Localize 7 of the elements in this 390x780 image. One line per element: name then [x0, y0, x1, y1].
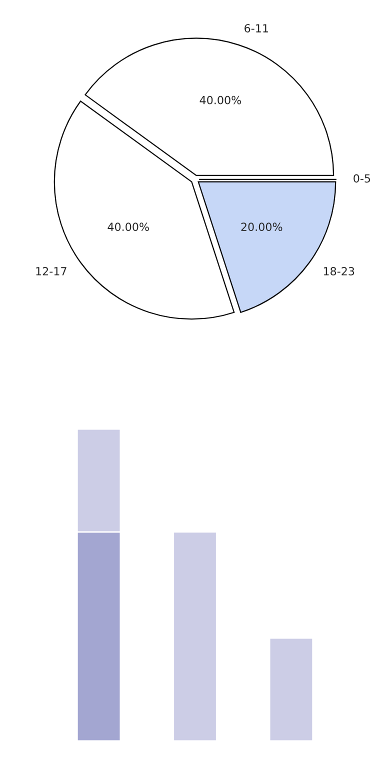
slice-label: 12-17 [36, 267, 66, 276]
data-label: 40.00% [200, 96, 242, 104]
data-label: 40.00% [108, 222, 149, 232]
category-label: 0-5 [354, 174, 370, 183]
data-label: 20.00% [241, 222, 282, 232]
slice-label: 18-23 [324, 267, 354, 276]
slice-label: 6-11 [244, 24, 268, 32]
